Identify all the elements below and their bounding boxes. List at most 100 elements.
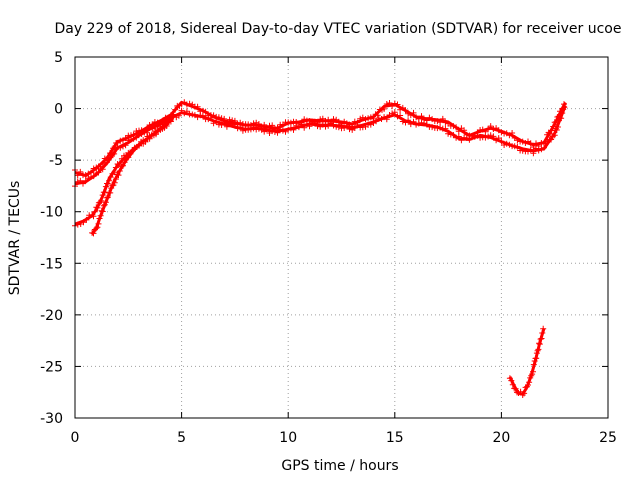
data-point — [277, 126, 284, 133]
data-point — [90, 213, 97, 220]
data-point — [519, 138, 526, 145]
data-point — [490, 126, 497, 132]
data-point — [183, 101, 190, 108]
data-point — [97, 212, 104, 219]
data-point — [107, 174, 114, 181]
data-point — [231, 121, 238, 128]
data-point — [86, 212, 93, 219]
data-point — [175, 112, 182, 119]
data-point — [74, 172, 81, 179]
data-point — [234, 125, 241, 132]
data-point — [527, 140, 534, 147]
data-point — [245, 121, 252, 128]
data-point — [535, 147, 542, 154]
data-point — [237, 124, 244, 130]
data-point — [482, 134, 489, 141]
data-point — [290, 126, 297, 133]
data-point — [309, 119, 316, 126]
data-point — [537, 336, 544, 343]
data-point — [80, 180, 86, 187]
data-point — [421, 120, 428, 127]
y-tick-label: -20 — [40, 308, 63, 324]
data-point — [94, 224, 101, 231]
data-point — [106, 177, 113, 184]
data-point — [85, 175, 92, 182]
series-track-b — [72, 104, 568, 190]
data-point — [437, 119, 444, 126]
data-point — [346, 126, 353, 133]
data-point — [263, 124, 270, 131]
data-point — [365, 115, 372, 122]
data-point — [207, 114, 214, 121]
data-point — [418, 113, 425, 120]
data-point — [503, 140, 510, 147]
data-point — [533, 355, 540, 362]
data-point — [311, 120, 318, 127]
data-point — [335, 124, 342, 131]
y-tick-label: -10 — [40, 205, 63, 221]
y-tick-label: -5 — [49, 153, 63, 169]
data-point — [253, 126, 260, 133]
data-point — [536, 340, 543, 347]
data-point — [322, 123, 329, 130]
data-point — [274, 129, 281, 136]
data-point — [519, 147, 526, 154]
data-point — [413, 121, 420, 128]
data-point — [514, 137, 521, 144]
x-tick-label: 25 — [599, 430, 617, 446]
data-point — [301, 116, 308, 123]
data-point — [469, 133, 476, 139]
data-point — [471, 133, 478, 140]
data-point — [383, 116, 390, 123]
data-point — [501, 142, 508, 148]
data-point — [271, 129, 278, 135]
data-point — [269, 122, 276, 129]
data-point — [445, 130, 452, 137]
data-point — [186, 100, 193, 107]
data-point — [151, 119, 158, 125]
data-point — [362, 116, 369, 123]
data-point — [354, 121, 361, 128]
data-point — [239, 127, 246, 134]
data-point — [90, 173, 97, 180]
data-point — [487, 123, 494, 130]
data-point — [343, 122, 350, 129]
data-point — [548, 127, 555, 134]
data-point — [121, 159, 128, 166]
data-point — [351, 118, 358, 125]
data-point — [399, 118, 406, 125]
data-point — [199, 112, 206, 119]
data-point — [538, 335, 545, 342]
data-point — [77, 168, 84, 175]
data-point — [439, 115, 446, 122]
plot-frame — [74, 56, 609, 419]
data-point — [509, 381, 516, 388]
data-point — [90, 165, 97, 172]
data-point — [541, 144, 547, 151]
data-point — [163, 123, 170, 129]
data-point — [530, 150, 537, 157]
data-point — [508, 377, 515, 384]
y-tick-label: -15 — [40, 256, 63, 272]
data-point — [98, 197, 105, 204]
data-point — [357, 115, 364, 122]
data-point — [402, 107, 409, 114]
data-point — [437, 124, 444, 131]
data-point — [82, 172, 89, 178]
data-point — [540, 325, 547, 332]
data-point — [218, 115, 225, 122]
data-point — [107, 189, 114, 196]
data-point — [525, 382, 531, 388]
data-point — [116, 168, 123, 174]
data-point — [559, 110, 566, 117]
data-point — [485, 133, 492, 140]
data-point — [95, 220, 102, 227]
data-point — [223, 123, 230, 130]
data-point — [410, 109, 417, 116]
data-point — [458, 137, 465, 144]
data-point — [330, 116, 337, 123]
data-point — [386, 100, 393, 106]
data-point — [91, 208, 98, 215]
data-point — [133, 134, 140, 141]
data-point — [530, 368, 536, 375]
